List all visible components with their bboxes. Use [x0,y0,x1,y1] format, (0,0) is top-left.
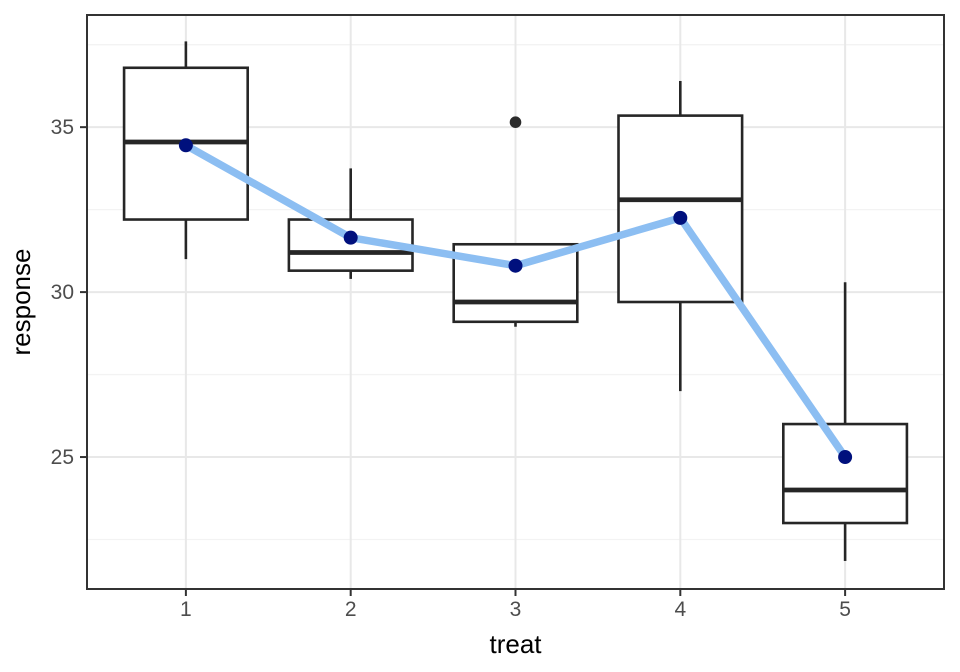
outlier-point [509,116,522,129]
mean-point [178,138,193,153]
x-tick-label: 2 [345,598,357,621]
mean-point [508,258,523,273]
box [782,422,909,525]
x-tick-label: 4 [674,598,686,621]
x-tick-label: 3 [510,598,522,621]
x-tick-label: 1 [180,598,192,621]
y-axis-title: response [6,249,36,356]
x-axis-title: treat [489,629,542,659]
mean-point [673,210,688,225]
mean-point [838,450,853,465]
y-tick-label: 30 [51,281,74,304]
y-tick-label: 35 [51,116,74,139]
x-tick-label: 5 [839,598,851,621]
mean-point [343,230,358,245]
box [617,114,744,304]
y-tick-label: 25 [51,446,74,469]
